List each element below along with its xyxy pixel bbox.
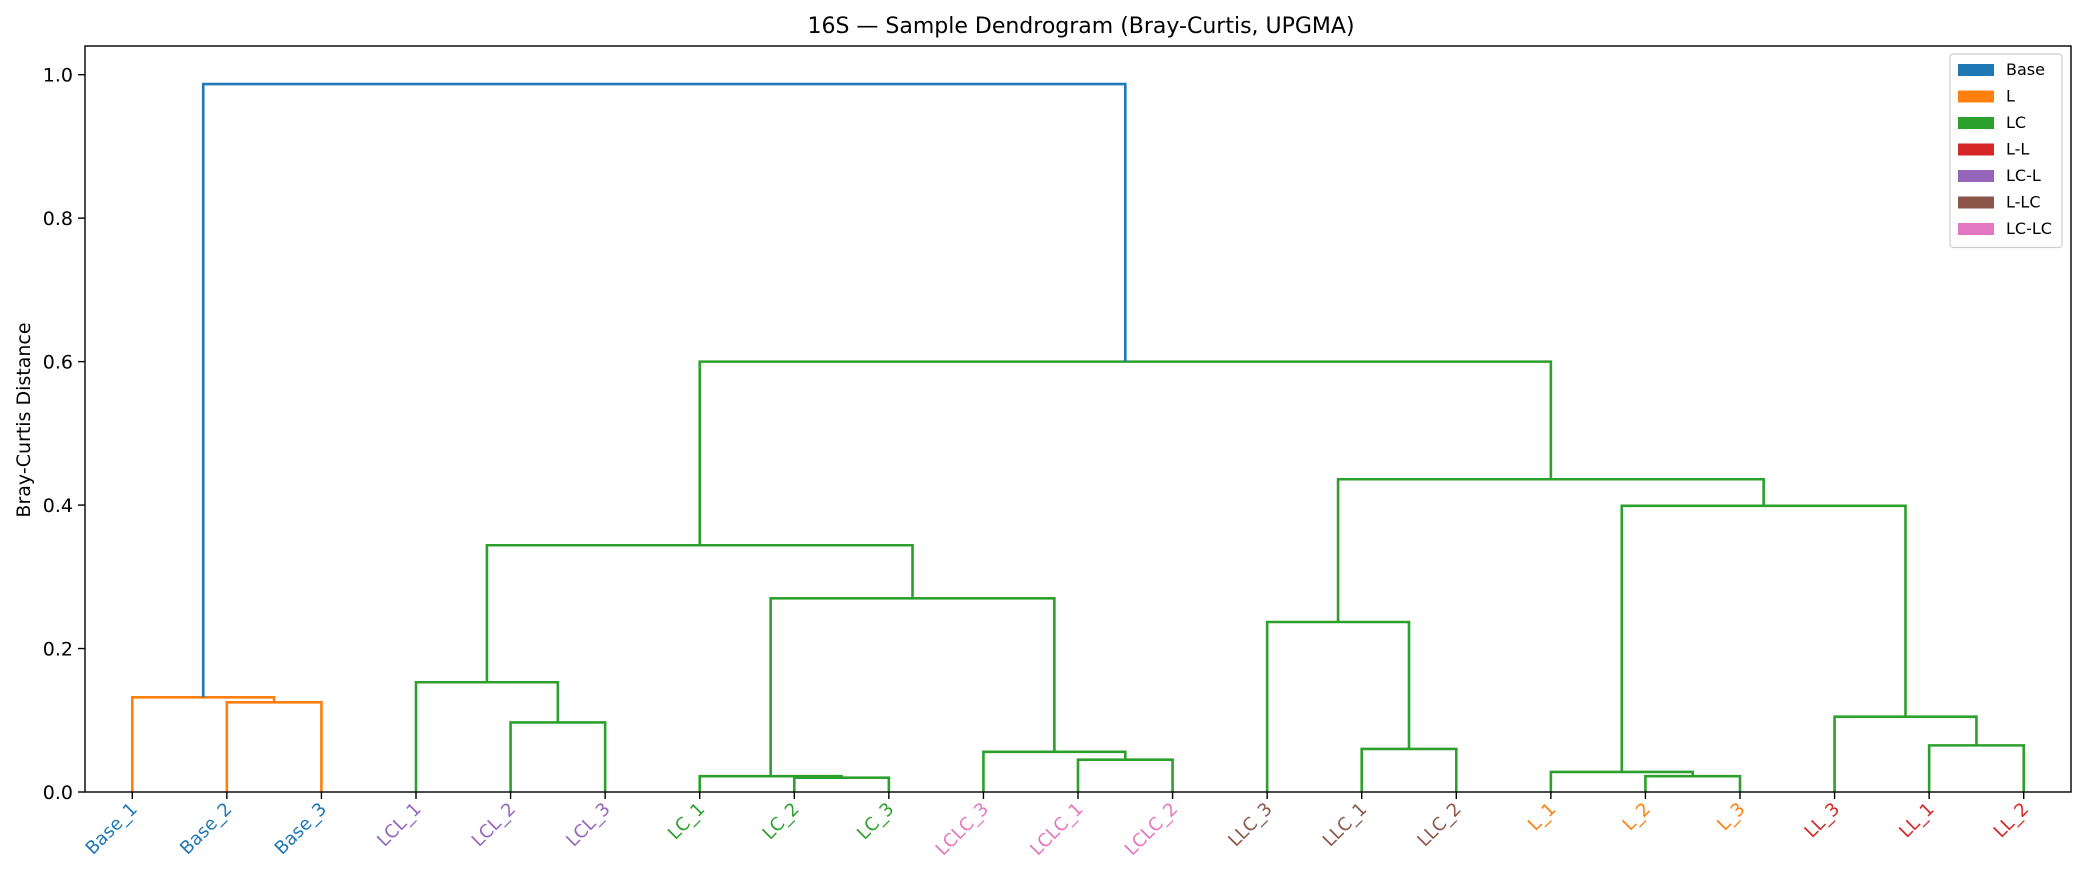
legend: Base L LC L-L LC-L L-LC LC-LC [1949,53,2063,249]
dendrogram-link-7 [1076,758,1174,792]
leaf-label: Base_1 [82,799,142,859]
leaf-label: L_3 [1713,799,1749,835]
legend-swatch [1958,143,1994,156]
leaf-label: Base_2 [176,799,236,859]
y-axis-ticks: 0.0 0.2 0.4 0.6 0.8 1.0 [43,65,85,804]
legend-label: Base [2006,60,2045,79]
leaf-label: Base_3 [271,799,331,859]
legend-label: LC [2006,113,2026,132]
dendrogram-link-20 [201,82,1127,698]
dendrogram-link-17 [1620,504,1907,772]
dendrogram-links [130,82,2026,792]
dendrogram-link-16 [1833,715,1978,792]
leaf-label: LL_2 [1990,799,2033,842]
legend-swatch [1958,64,1994,76]
dendrogram-link-11 [1360,747,1458,792]
dendrogram-link-2 [130,696,276,792]
leaf-label: LCL_2 [468,799,520,851]
x-axis-ticks: Base_1 Base_2 Base_3 LCL_1 LCL_2 LCL_3 LC_1 LC_… [82,792,2033,860]
dendrogram-link-1 [225,701,323,792]
leaf-label: LLC_3 [1224,799,1276,851]
dendrogram-link-9 [769,597,1056,777]
dendrogram-link-12 [1265,620,1411,792]
chart-title: 16S — Sample Dendrogram (Bray-Curtis, UP… [807,14,1354,39]
leaf-label: LL_1 [1895,799,1938,842]
dendrogram-link-10 [485,543,914,683]
y-axis-label: Bray-Curtis Distance [13,322,35,517]
y-tick-label: 0.8 [43,208,73,230]
y-tick-label: 1.0 [43,65,73,87]
y-tick-label: 0.0 [43,782,73,804]
legend-swatch [1958,223,1994,235]
dendrogram-link-19 [698,360,1553,546]
leaf-label: LC_3 [853,799,898,844]
dendrogram-link-18 [1336,477,1765,622]
leaf-label: LL_3 [1801,799,1844,842]
leaf-label: L_2 [1619,799,1655,835]
leaf-label: LCL_1 [373,799,425,851]
legend-label: L [2006,87,2015,106]
y-tick-label: 0.4 [43,495,73,517]
leaf-label: LCLC_3 [932,799,993,860]
plot-frame [84,45,2072,793]
legend-label: LC-LC [2006,219,2052,238]
leaf-label: L_1 [1524,799,1560,835]
dendrogram-link-13 [1644,774,1742,792]
leaf-label: LLC_1 [1319,799,1371,851]
legend-swatch [1958,170,1994,182]
leaf-label: LCL_3 [562,799,614,851]
leaf-label: LCLC_1 [1026,799,1087,860]
y-tick-label: 0.6 [43,352,73,374]
legend-swatch [1958,196,1994,209]
leaf-label: LC_1 [664,799,709,844]
dendrogram-link-8 [982,750,1127,792]
leaf-label: LC_2 [759,799,804,844]
legend-label: LC-L [2006,166,2041,185]
dendrogram-link-5 [792,776,891,792]
leaf-label: LCLC_2 [1121,799,1182,860]
legend-swatch [1958,117,1994,129]
leaf-label: LLC_2 [1413,799,1465,851]
dendrogram-link-4 [414,680,560,792]
y-tick-label: 0.2 [43,639,73,661]
legend-label: L-LC [2006,193,2041,212]
legend-label: L-L [2006,140,2029,159]
legend-swatch [1958,90,1994,103]
dendrogram-link-15 [1927,744,2026,792]
dendrogram-link-3 [509,721,607,792]
